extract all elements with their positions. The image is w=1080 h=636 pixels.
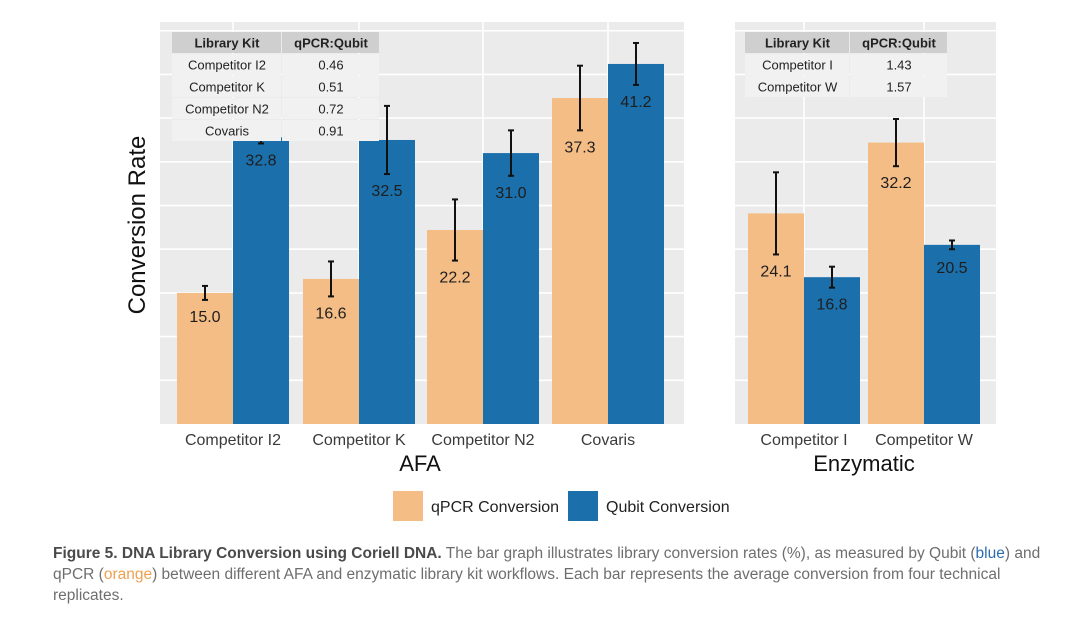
bar-value-label-qubit-enzymatic: 16.8 (816, 297, 847, 314)
table-cell-value: 0.46 (318, 58, 343, 73)
table-cell-value: Competitor N2 (185, 102, 269, 117)
table-cell (282, 98, 379, 119)
caption-text-2: ) and qPCR ( (53, 545, 1041, 583)
bar-value-label-qpcr-afa: 22.2 (439, 270, 470, 287)
x-tick-label-enzymatic: Competitor I (760, 432, 847, 449)
table-header-cell (850, 32, 947, 53)
figure-caption: Figure 5. DNA Library Conversion using C… (53, 543, 1053, 606)
x-tick-label-afa: Competitor I2 (185, 432, 281, 449)
bar-qubit-afa (483, 153, 539, 424)
legend-label-qubit: Qubit Conversion (606, 499, 730, 516)
caption-orange-word: orange (103, 566, 153, 583)
table-cell-value: Competitor W (758, 80, 838, 95)
table-header-cell (745, 32, 849, 53)
bar-qpcr-afa (427, 229, 483, 424)
table-cell (282, 54, 379, 75)
bar-qubit-afa (233, 137, 289, 425)
table-cell-value: 0.51 (318, 80, 343, 95)
table-cell (850, 54, 947, 75)
table-cell (745, 54, 849, 75)
bar-qubit-afa (359, 139, 415, 424)
table-header-label: Library Kit (765, 36, 831, 51)
caption-blue-word: blue (975, 545, 1005, 562)
table-cell (172, 120, 281, 141)
caption-text-3: ) between different AFA and enzymatic li… (53, 566, 1001, 604)
x-tick-label-afa: Covaris (581, 432, 635, 449)
table-header-cell (172, 32, 281, 53)
bar-value-label-qpcr-afa: 37.3 (564, 139, 595, 156)
table-cell-value: 1.57 (886, 80, 911, 95)
table-cell (172, 98, 281, 119)
table-cell-value: 0.72 (318, 102, 343, 117)
table-cell (282, 76, 379, 97)
x-tick-label-enzymatic: Competitor W (875, 432, 974, 449)
caption-title: Figure 5. DNA Library Conversion using C… (53, 545, 442, 562)
table-cell (172, 76, 281, 97)
table-cell-value: Competitor I (762, 58, 833, 73)
table-header-label: qPCR:Qubit (862, 36, 936, 51)
table-cell (282, 120, 379, 141)
bar-value-label-qubit-enzymatic: 20.5 (936, 260, 967, 277)
table-cell-value: 1.43 (886, 58, 911, 73)
bar-value-label-qpcr-afa: 15.0 (189, 309, 220, 326)
x-tick-label-afa: Competitor K (312, 432, 406, 449)
bar-qubit-afa (608, 63, 664, 425)
bar-value-label-qpcr-afa: 16.6 (315, 305, 346, 322)
x-tick-label-afa: Competitor N2 (431, 432, 534, 449)
bar-value-label-qpcr-enzymatic: 32.2 (880, 175, 911, 192)
legend-label-qpcr: qPCR Conversion (431, 499, 559, 516)
legend-swatch-qubit (568, 491, 598, 521)
group-label-enzymatic: Enzymatic (813, 451, 914, 476)
bar-value-label-qubit-afa: 32.8 (245, 152, 276, 169)
caption-text-1: The bar graph illustrates library conver… (441, 545, 976, 562)
table-cell-value: 0.91 (318, 124, 343, 139)
table-cell-value: Competitor I2 (188, 58, 266, 73)
bar-qpcr-afa (303, 278, 359, 424)
table-header-cell (282, 32, 379, 53)
table-cell-value: Covaris (205, 124, 250, 139)
group-label-afa: AFA (399, 451, 441, 476)
table-cell (850, 76, 947, 97)
table-cell (172, 54, 281, 75)
table-header-label: Library Kit (194, 36, 260, 51)
bar-value-label-qubit-afa: 31.0 (495, 185, 526, 202)
table-header-label: qPCR:Qubit (294, 36, 368, 51)
bar-qpcr-afa (552, 98, 608, 425)
bar-value-label-qubit-afa: 41.2 (620, 94, 651, 111)
bar-qpcr-enzymatic (868, 142, 924, 424)
bar-value-label-qpcr-enzymatic: 24.1 (760, 263, 791, 280)
bar-qubit-enzymatic (804, 277, 860, 424)
bar-qpcr-afa (177, 292, 233, 424)
conversion-chart: 15.0 32.8 Competitor I2 16.6 32.5 Competitor … (124, 22, 996, 521)
table-cell-value: Competitor K (189, 80, 265, 95)
bar-qubit-enzymatic (924, 244, 980, 424)
bar-value-label-qubit-afa: 32.5 (371, 183, 402, 200)
y-axis-title: Conversion Rate (124, 136, 151, 315)
legend-swatch-qpcr (393, 491, 423, 521)
table-cell (745, 76, 849, 97)
